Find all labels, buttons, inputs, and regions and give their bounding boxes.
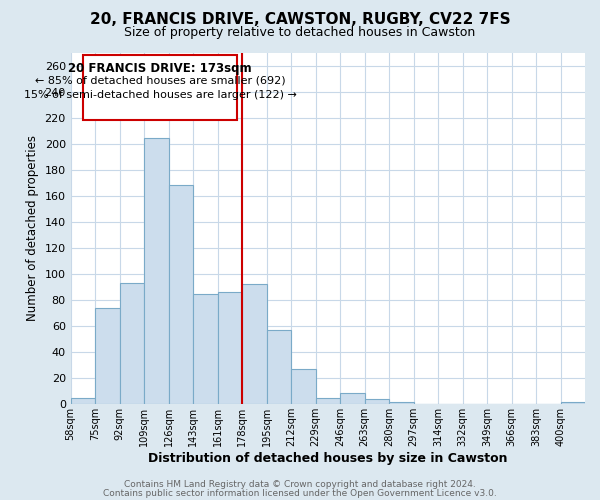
Bar	[291, 369, 316, 404]
Bar	[389, 402, 413, 404]
Bar	[169, 186, 193, 404]
Bar	[560, 402, 585, 404]
Y-axis label: Number of detached properties: Number of detached properties	[26, 136, 39, 322]
Bar	[316, 398, 340, 404]
Bar	[365, 399, 389, 404]
Bar	[340, 392, 365, 404]
Bar	[218, 292, 242, 405]
Bar	[119, 283, 144, 405]
Bar	[95, 308, 119, 404]
Text: 20 FRANCIS DRIVE: 173sqm: 20 FRANCIS DRIVE: 173sqm	[68, 62, 252, 74]
Bar	[193, 294, 218, 405]
Text: Contains HM Land Registry data © Crown copyright and database right 2024.: Contains HM Land Registry data © Crown c…	[124, 480, 476, 489]
Text: Size of property relative to detached houses in Cawston: Size of property relative to detached ho…	[124, 26, 476, 39]
Text: Contains public sector information licensed under the Open Government Licence v3: Contains public sector information licen…	[103, 488, 497, 498]
Text: 15% of semi-detached houses are larger (122) →: 15% of semi-detached houses are larger (…	[23, 90, 296, 101]
Text: 20, FRANCIS DRIVE, CAWSTON, RUGBY, CV22 7FS: 20, FRANCIS DRIVE, CAWSTON, RUGBY, CV22 …	[89, 12, 511, 28]
Bar	[71, 398, 95, 404]
X-axis label: Distribution of detached houses by size in Cawston: Distribution of detached houses by size …	[148, 452, 508, 465]
Bar	[144, 138, 169, 404]
Text: ← 85% of detached houses are smaller (692): ← 85% of detached houses are smaller (69…	[35, 76, 286, 86]
FancyBboxPatch shape	[83, 55, 237, 120]
Bar	[242, 284, 266, 405]
Bar	[266, 330, 291, 404]
